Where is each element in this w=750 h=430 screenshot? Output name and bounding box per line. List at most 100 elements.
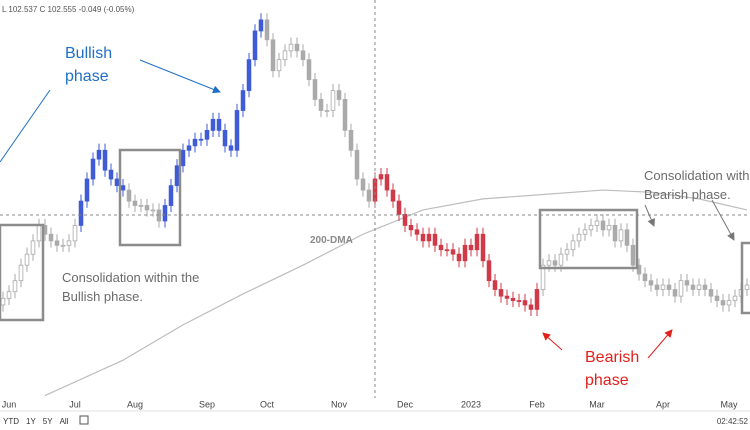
- consolidation-box: [538, 208, 639, 270]
- consolidation-box: [118, 148, 182, 247]
- candle-body: [594, 220, 600, 226]
- candle-body: [546, 260, 552, 266]
- x-tick-label: Nov: [331, 399, 348, 409]
- candle-body: [684, 280, 690, 286]
- arrow: [139, 59, 221, 94]
- candle-body: [660, 284, 666, 290]
- candle-body: [462, 244, 468, 262]
- candle-body: [444, 249, 450, 252]
- candle-body: [642, 273, 648, 282]
- x-tick-label: Oct: [260, 399, 275, 409]
- candle-body: [396, 200, 402, 215]
- x-tick-label: 2023: [461, 399, 481, 409]
- candle-body: [192, 138, 198, 147]
- arrow: [647, 329, 673, 359]
- candle-body: [228, 145, 234, 151]
- candle-body: [648, 280, 654, 286]
- candle-body: [114, 178, 120, 187]
- candle-body: [366, 189, 372, 202]
- candle-body: [36, 225, 42, 242]
- annotation: Bearish phase: [585, 349, 639, 389]
- candle-body: [258, 19, 264, 32]
- candle-body: [234, 110, 240, 151]
- annotation: Consolidation within Bearish phase.: [644, 168, 750, 202]
- candle-body: [720, 300, 726, 306]
- candle-body: [378, 174, 384, 180]
- candle-body: [6, 291, 12, 299]
- candle-body: [606, 225, 612, 231]
- candle-body: [138, 205, 144, 207]
- candle-body: [534, 289, 540, 310]
- candle-body: [252, 30, 258, 61]
- candle-body: [612, 225, 618, 242]
- annotation: Bullish phase: [65, 45, 112, 85]
- moving-average: [44, 189, 748, 397]
- candle-body: [468, 244, 474, 251]
- candle-body: [330, 90, 336, 111]
- candle-body: [300, 50, 306, 61]
- candle-body: [654, 284, 660, 290]
- arrow: [542, 332, 563, 351]
- candle-body: [450, 249, 456, 255]
- candle-body: [144, 205, 150, 211]
- candle-body: [102, 149, 108, 171]
- candle-body: [312, 79, 318, 100]
- annotation-line: Bullish: [65, 45, 112, 62]
- candle-body: [108, 169, 114, 180]
- candle-body: [414, 229, 420, 235]
- range-button[interactable]: All: [60, 417, 69, 426]
- candle-body: [294, 43, 300, 52]
- x-tick-label: Dec: [397, 399, 414, 409]
- x-tick-label: May: [720, 399, 738, 409]
- x-tick-label: Apr: [656, 399, 670, 409]
- candle-body: [582, 229, 588, 235]
- candle-body: [666, 284, 672, 290]
- arrow: [0, 89, 51, 163]
- candle-body: [516, 300, 522, 302]
- ma-label: 200-DMA: [310, 235, 353, 246]
- calendar-icon[interactable]: [79, 415, 89, 425]
- arrow: [644, 204, 655, 227]
- annotation-line: Consolidation within: [644, 168, 750, 183]
- arrow: [711, 199, 735, 241]
- range-button[interactable]: 5Y: [43, 417, 53, 426]
- candle-body: [276, 59, 282, 72]
- candle-body: [96, 149, 102, 160]
- candle-body: [246, 59, 252, 92]
- candle-body: [288, 43, 294, 52]
- candle-body: [402, 213, 408, 226]
- candle-body: [204, 129, 210, 140]
- candle-body: [60, 244, 66, 247]
- candle-body: [510, 297, 516, 301]
- candle-body: [552, 260, 558, 266]
- candle-body: [696, 284, 702, 290]
- candle-body: [744, 284, 750, 290]
- toolbar: YTD 1Y 5Y All: [3, 417, 69, 426]
- candle-body: [360, 178, 366, 191]
- x-tick-label: Feb: [529, 399, 545, 409]
- candle-body: [84, 178, 90, 202]
- candle-body: [150, 209, 156, 212]
- x-tick-label: Jun: [2, 399, 17, 409]
- candle-body: [336, 90, 342, 100]
- ohlc-header: L 102.537 C 102.555 -0.049 (-0.05%): [2, 5, 135, 14]
- candle-body: [672, 289, 678, 297]
- candle-body: [492, 280, 498, 290]
- candle-body: [354, 149, 360, 180]
- candle-body: [306, 59, 312, 80]
- range-button[interactable]: YTD: [3, 417, 19, 426]
- candle-body: [522, 300, 528, 306]
- candle-body: [624, 229, 630, 246]
- candle-body: [558, 253, 564, 266]
- candle-body: [180, 149, 186, 167]
- consolidation-box: [0, 223, 45, 322]
- candle-body: [570, 240, 576, 251]
- annotation: Consolidation within the Bullish phase.: [62, 270, 199, 304]
- candle-body: [438, 244, 444, 251]
- candle-body: [240, 90, 246, 111]
- consolidation-box: [740, 241, 750, 315]
- candle-body: [78, 200, 84, 226]
- candle-body: [66, 240, 72, 246]
- range-button[interactable]: 1Y: [26, 417, 36, 426]
